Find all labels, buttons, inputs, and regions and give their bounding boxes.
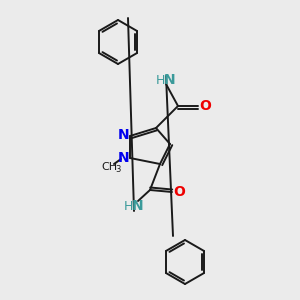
Text: N: N	[132, 199, 144, 213]
Text: N: N	[118, 151, 130, 165]
Text: 3: 3	[115, 166, 121, 175]
Text: H: H	[155, 74, 165, 86]
Text: O: O	[173, 185, 185, 199]
Text: O: O	[199, 99, 211, 113]
Text: H: H	[123, 200, 133, 212]
Text: N: N	[164, 73, 176, 87]
Text: N: N	[118, 128, 130, 142]
Text: CH: CH	[101, 162, 117, 172]
